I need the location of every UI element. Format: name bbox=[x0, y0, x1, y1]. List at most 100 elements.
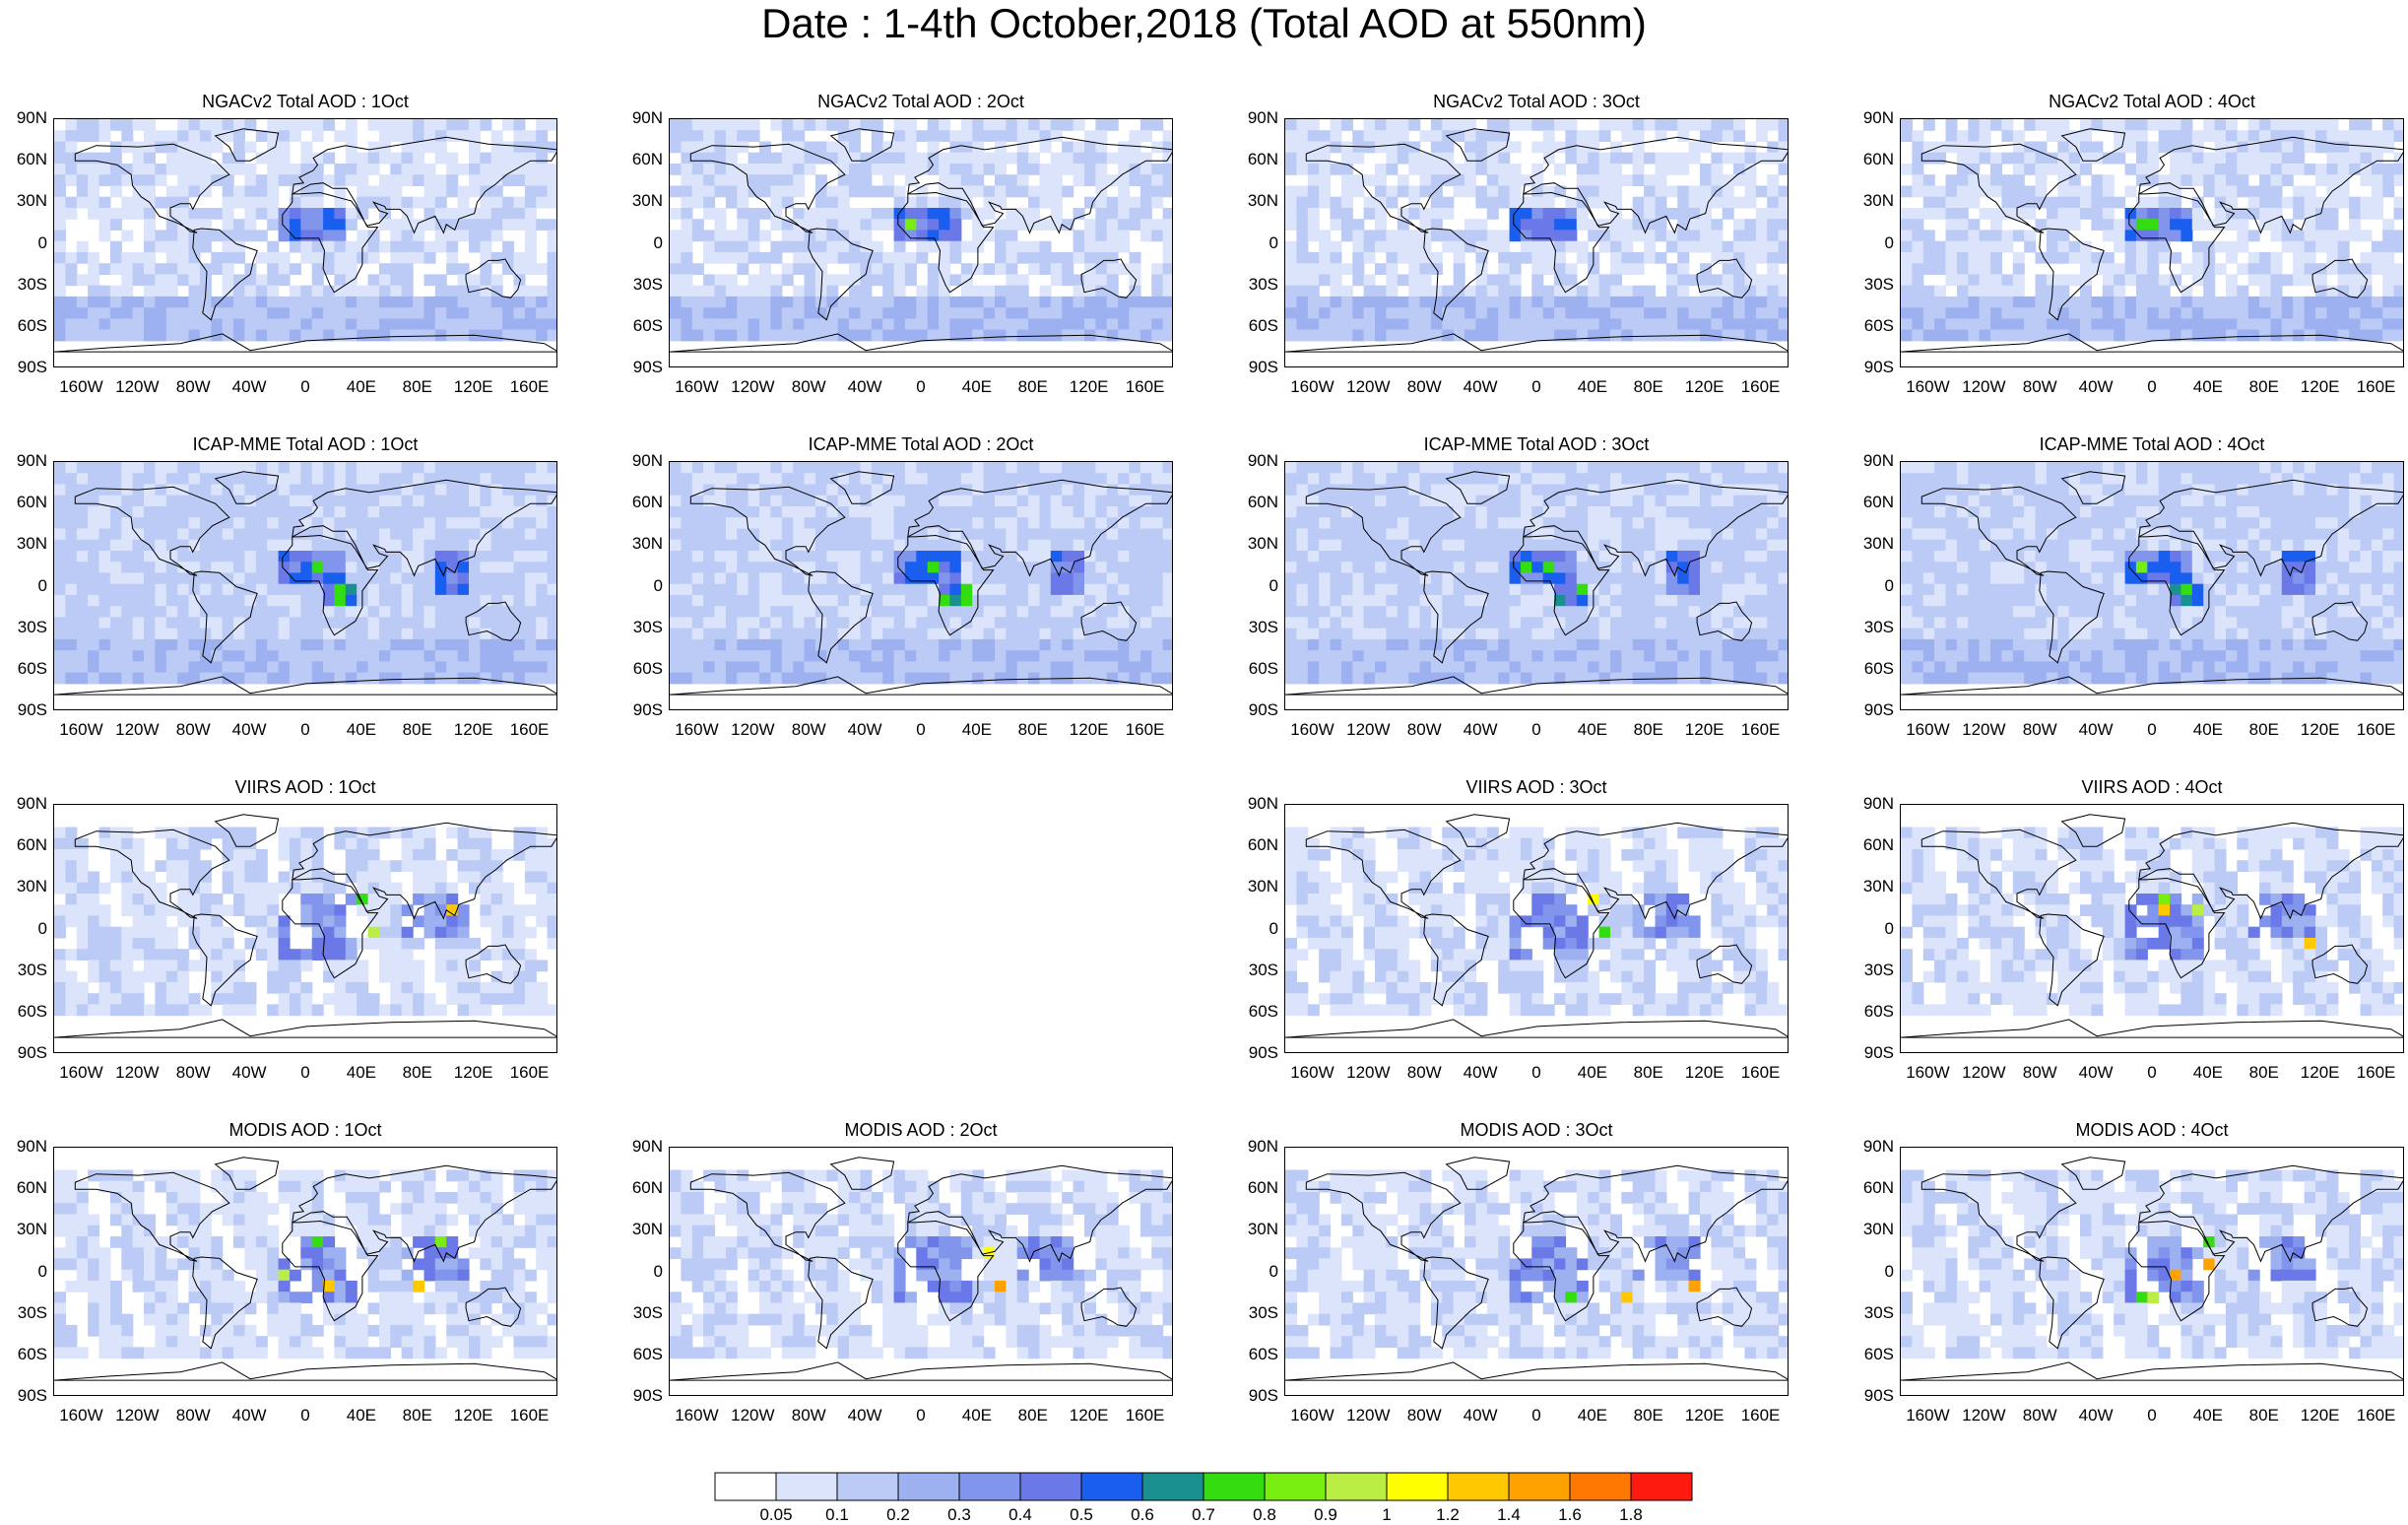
lat-tick-label: 30S bbox=[1849, 1303, 1894, 1323]
lat-tick-label: 90S bbox=[1233, 1043, 1278, 1063]
lat-tick-label: 60N bbox=[1233, 150, 1278, 169]
lat-tick-label: 0 bbox=[2, 919, 47, 939]
lat-tick-label: 60N bbox=[1233, 1178, 1278, 1198]
lon-tick-label: 120E bbox=[1675, 377, 1734, 397]
colorbar-label: 0.05 bbox=[751, 1505, 801, 1525]
lat-tick-label: 90N bbox=[1849, 451, 1894, 471]
lon-tick-label: 160W bbox=[1282, 720, 1341, 740]
lat-tick-label: 60N bbox=[1849, 1178, 1894, 1198]
lon-tick-label: 80W bbox=[1395, 377, 1454, 397]
lon-tick-label: 120E bbox=[1675, 1406, 1734, 1426]
lon-tick-label: 0 bbox=[891, 720, 950, 740]
colorbar-label: 1.2 bbox=[1423, 1505, 1472, 1525]
lat-tick-label: 60S bbox=[1233, 1345, 1278, 1364]
lon-tick-label: 120E bbox=[2291, 1063, 2350, 1083]
panel-title: NGACv2 Total AOD : 2Oct bbox=[665, 91, 1177, 112]
lon-tick-label: 40W bbox=[2066, 720, 2125, 740]
aod-field bbox=[670, 1170, 1173, 1359]
aod-field bbox=[670, 462, 1173, 684]
lon-tick-label: 160W bbox=[1898, 1406, 1957, 1426]
lat-tick-label: 30S bbox=[1233, 618, 1278, 637]
lat-tick-label: 60N bbox=[2, 493, 47, 512]
lat-tick-label: 90S bbox=[1849, 1043, 1894, 1063]
lon-tick-label: 120W bbox=[723, 377, 782, 397]
lon-tick-label: 0 bbox=[1507, 1406, 1566, 1426]
lat-tick-label: 90N bbox=[1233, 794, 1278, 814]
lon-tick-label: 80E bbox=[1004, 1406, 1063, 1426]
aod-map bbox=[53, 118, 557, 367]
lat-tick-label: 90S bbox=[618, 1386, 663, 1406]
lat-tick-label: 60S bbox=[2, 1002, 47, 1022]
lat-tick-label: 30N bbox=[1849, 1220, 1894, 1239]
aod-field bbox=[54, 119, 557, 341]
lat-tick-label: 30S bbox=[1849, 961, 1894, 980]
lat-tick-label: 0 bbox=[618, 233, 663, 253]
colorbar-swatch bbox=[1142, 1473, 1204, 1500]
lon-tick-label: 120E bbox=[2291, 720, 2350, 740]
lat-tick-label: 90S bbox=[2, 700, 47, 720]
lon-tick-label: 120E bbox=[444, 377, 503, 397]
colorbar-swatch bbox=[1448, 1473, 1509, 1500]
lon-tick-label: 80W bbox=[2010, 1406, 2069, 1426]
lon-tick-label: 80E bbox=[2235, 1406, 2294, 1426]
lon-tick-label: 160E bbox=[500, 377, 559, 397]
lon-tick-label: 40W bbox=[220, 1063, 279, 1083]
lon-tick-label: 80E bbox=[388, 720, 447, 740]
aod-map bbox=[53, 804, 557, 1053]
colorbar-swatch bbox=[1081, 1473, 1142, 1500]
lat-tick-label: 30N bbox=[1233, 1220, 1278, 1239]
lon-tick-label: 40E bbox=[947, 377, 1007, 397]
lat-tick-label: 30S bbox=[1233, 961, 1278, 980]
lat-tick-label: 90N bbox=[2, 794, 47, 814]
lon-tick-label: 40E bbox=[1563, 1063, 1622, 1083]
lat-tick-label: 60N bbox=[618, 1178, 663, 1198]
lon-tick-label: 120W bbox=[107, 377, 166, 397]
lat-tick-label: 90N bbox=[1233, 1137, 1278, 1157]
aod-field bbox=[1285, 1170, 1789, 1359]
lon-tick-label: 120E bbox=[1060, 1406, 1119, 1426]
lon-tick-label: 160W bbox=[51, 1063, 110, 1083]
aod-map bbox=[1900, 804, 2404, 1053]
aod-field bbox=[1285, 462, 1789, 684]
lat-tick-label: 60S bbox=[618, 316, 663, 336]
colorbar-label: 0.8 bbox=[1240, 1505, 1289, 1525]
lon-tick-label: 80E bbox=[388, 1063, 447, 1083]
lat-tick-label: 90N bbox=[2, 108, 47, 128]
lat-tick-label: 90S bbox=[2, 1386, 47, 1406]
lat-tick-label: 30S bbox=[2, 275, 47, 295]
aod-map bbox=[1284, 461, 1789, 710]
lon-tick-label: 80W bbox=[1395, 1406, 1454, 1426]
aod-map bbox=[1900, 1147, 2404, 1396]
colorbar-label: 1.6 bbox=[1545, 1505, 1594, 1525]
lon-tick-label: 160E bbox=[1116, 1406, 1175, 1426]
colorbar-swatch bbox=[959, 1473, 1020, 1500]
lat-tick-label: 60N bbox=[2, 150, 47, 169]
panel-title: VIIRS AOD : 4Oct bbox=[1896, 776, 2408, 798]
lon-tick-label: 40W bbox=[1451, 1063, 1510, 1083]
lat-tick-label: 30N bbox=[2, 1220, 47, 1239]
lat-tick-label: 60S bbox=[2, 1345, 47, 1364]
lon-tick-label: 40E bbox=[2179, 1063, 2238, 1083]
panel-title: NGACv2 Total AOD : 4Oct bbox=[1896, 91, 2408, 112]
lon-tick-label: 0 bbox=[276, 377, 335, 397]
lon-tick-label: 160E bbox=[500, 1063, 559, 1083]
aod-field bbox=[54, 828, 557, 1017]
lon-tick-label: 0 bbox=[891, 1406, 950, 1426]
lat-tick-label: 30N bbox=[618, 534, 663, 554]
lat-tick-label: 0 bbox=[1233, 919, 1278, 939]
lon-tick-label: 160E bbox=[1116, 720, 1175, 740]
lon-tick-label: 120W bbox=[1338, 1063, 1398, 1083]
aod-map bbox=[669, 1147, 1173, 1396]
lon-tick-label: 80W bbox=[2010, 720, 2069, 740]
aod-field bbox=[670, 119, 1173, 341]
lat-tick-label: 60S bbox=[1233, 659, 1278, 679]
colorbar-label: 0.6 bbox=[1118, 1505, 1167, 1525]
lat-tick-label: 60S bbox=[1849, 659, 1894, 679]
aod-field bbox=[1285, 828, 1789, 1017]
lat-tick-label: 30S bbox=[618, 618, 663, 637]
lon-tick-label: 120W bbox=[1954, 1063, 2013, 1083]
lon-tick-label: 120E bbox=[2291, 377, 2350, 397]
lat-tick-label: 30N bbox=[1233, 877, 1278, 896]
lon-tick-label: 80E bbox=[1619, 1406, 1678, 1426]
lat-tick-label: 0 bbox=[1233, 233, 1278, 253]
